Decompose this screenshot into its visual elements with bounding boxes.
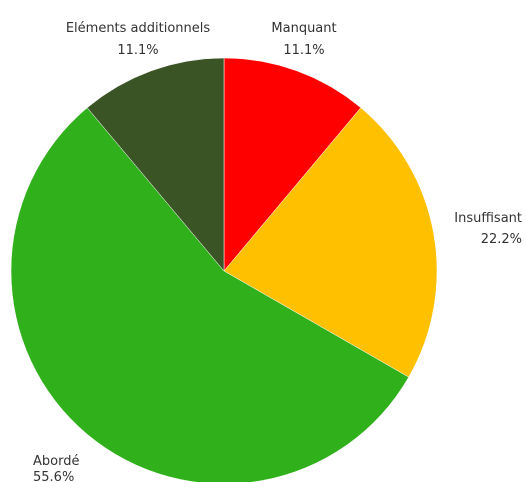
label-insuffisant-percent: 22.2% — [481, 232, 522, 247]
label-manquant-name: Manquant — [271, 21, 336, 36]
label-insuffisant-name: Insuffisant — [454, 211, 522, 226]
label-elements-additionnels-percent: 11.1% — [117, 43, 158, 58]
pie-slice-aborde — [10, 107, 410, 482]
label-aborde: Abordé 55.6% — [33, 454, 79, 482]
label-manquant-percent: 11.1% — [283, 43, 324, 58]
label-elements-additionnels-name: Eléments additionnels — [66, 21, 211, 36]
pie-slice-insuffisant — [223, 107, 438, 378]
label-elements-additionnels: Eléments additionnels 11.1% — [66, 21, 211, 58]
pie-slice-elements-additionnels — [86, 57, 225, 272]
pie-slices — [10, 57, 438, 482]
label-manquant: Manquant 11.1% — [271, 21, 336, 58]
pie-slice-manquant — [223, 57, 362, 272]
label-insuffisant: Insuffisant 22.2% — [454, 211, 522, 247]
label-aborde-percent: 55.6% — [33, 470, 74, 482]
label-aborde-name: Abordé — [33, 454, 79, 469]
